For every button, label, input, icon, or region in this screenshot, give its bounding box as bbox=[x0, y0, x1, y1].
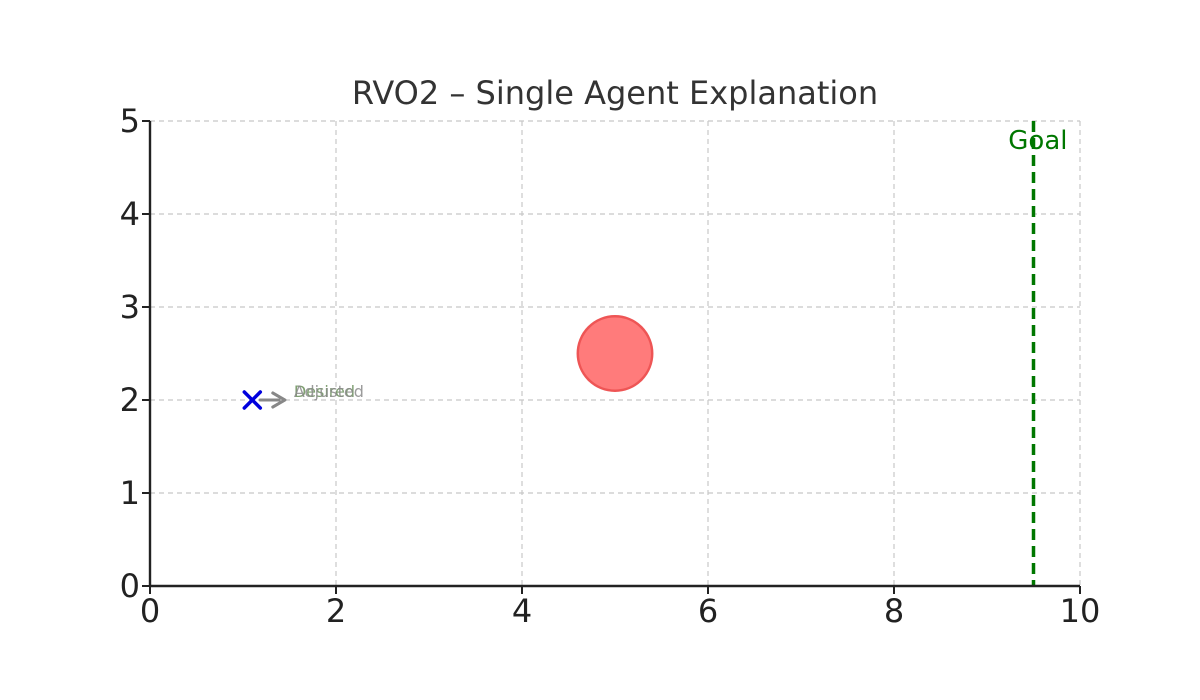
agent bbox=[242, 390, 263, 410]
x-tick-label: 4 bbox=[512, 592, 532, 630]
vector-label-adjusted: Adjusted bbox=[294, 382, 364, 401]
vector-label-desired: Desired bbox=[294, 382, 355, 401]
x-tick-label: 10 bbox=[1060, 592, 1101, 630]
y-tick-label: 0 bbox=[120, 567, 140, 605]
y-tick-label: 4 bbox=[120, 195, 140, 233]
goal-marker: Goal bbox=[1008, 121, 1068, 586]
obstacle-circle bbox=[576, 315, 654, 392]
agent-marker bbox=[242, 390, 263, 410]
x-tick-label: 6 bbox=[698, 592, 718, 630]
x-tick-label: 8 bbox=[884, 592, 904, 630]
x-tick-label: 2 bbox=[326, 592, 346, 630]
y-tick-label: 5 bbox=[120, 102, 140, 140]
y-tick-label: 3 bbox=[120, 288, 140, 326]
y-tick-label: 1 bbox=[120, 474, 140, 512]
x-tick-label: 0 bbox=[140, 592, 160, 630]
tick-labels: 0 2 4 6 8 10 0 1 2 3 4 5 bbox=[120, 102, 1101, 630]
chart-title: RVO2 – Single Agent Explanation bbox=[352, 74, 878, 112]
axes bbox=[142, 120, 1081, 594]
vector-arrowhead-adjusted bbox=[271, 391, 287, 409]
agent-marker-stroke bbox=[242, 390, 263, 410]
obstacle bbox=[576, 315, 654, 392]
y-tick-label: 2 bbox=[120, 381, 140, 419]
goal-label: Goal bbox=[1008, 126, 1067, 156]
grid bbox=[150, 120, 1081, 586]
